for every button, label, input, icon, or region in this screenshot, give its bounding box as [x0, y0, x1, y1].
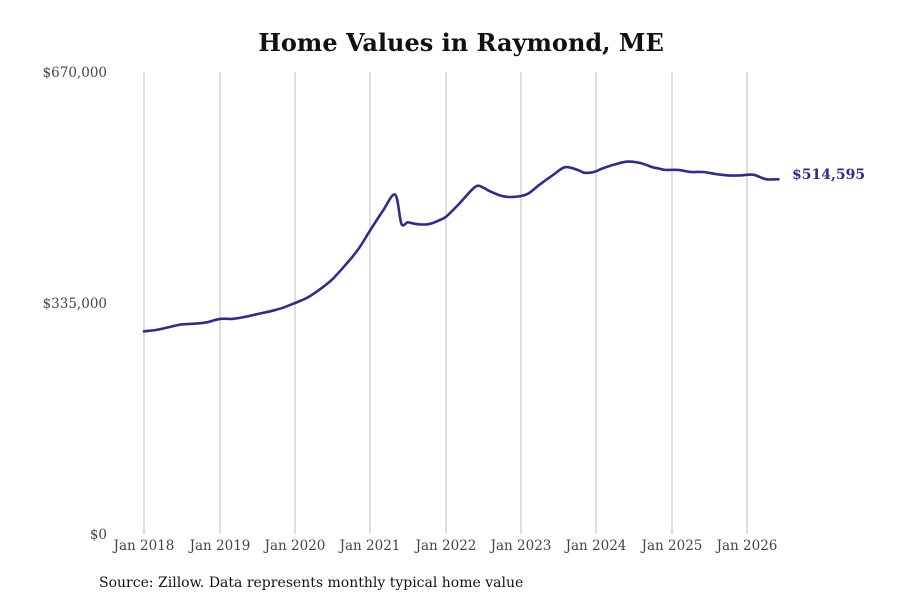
x-tick-label: Jan 2020 [263, 538, 326, 554]
x-tick-label: Jan 2021 [338, 538, 401, 554]
y-tick-label: $670,000 [43, 65, 107, 81]
x-axis: Jan 2018 Jan 2019 Jan 2020 Jan 2021 Jan 2022… [112, 538, 778, 554]
x-tick-label: Jan 2025 [640, 538, 703, 554]
x-tick-label: Jan 2026 [715, 538, 778, 554]
source-note: Source: Zillow. Data represents monthly … [99, 575, 523, 591]
series-line-0 [142, 160, 780, 333]
x-tick-label: Jan 2019 [188, 538, 251, 554]
chart-title: Home Values in Raymond, ME [258, 28, 664, 57]
y-tick-label: $335,000 [43, 296, 107, 312]
x-tick-label: Jan 2018 [112, 538, 175, 554]
x-tick-label: Jan 2022 [414, 538, 477, 554]
end-value-label: $514,595 [792, 167, 865, 183]
x-tick-label: Jan 2023 [489, 538, 552, 554]
x-tick-label: Jan 2024 [564, 538, 627, 554]
series-layer [142, 160, 780, 333]
y-axis: $0 $335,000 $670,000 [43, 65, 107, 543]
y-tick-label: $0 [90, 527, 107, 543]
grid-lines [143, 72, 748, 534]
